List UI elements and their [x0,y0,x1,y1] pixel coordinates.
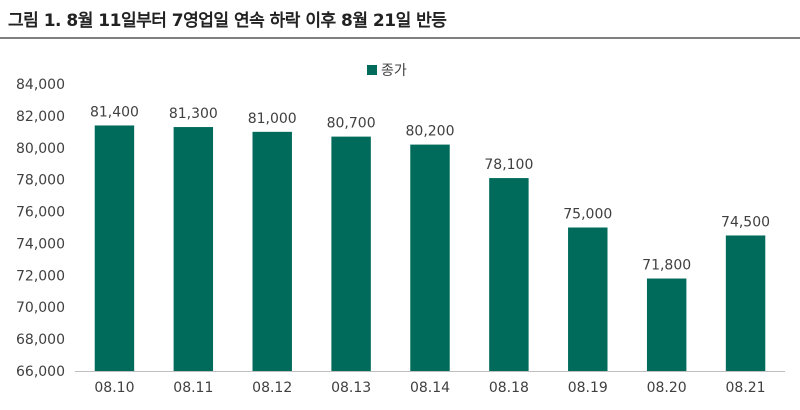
bar-08.13 [331,136,371,371]
x-axis-ticks: 08.10 08.11 08.12 08.13 08.14 08.18 08.19 08.20… [94,380,765,396]
bar-08.18 [489,178,529,371]
y-tick-label: 82,000 [16,109,65,125]
y-tick-label: 70,000 [16,300,65,316]
data-labels: 81,400 81,300 81,000 80,700 80,200 78,100 75,0… [90,104,770,273]
data-label: 80,200 [406,124,455,140]
data-label: 81,400 [90,104,139,120]
figure-title: 그림 1. 8월 11일부터 7영업일 연속 하락 이후 8월 21일 반등 [8,11,447,31]
x-tick-label: 08.13 [331,380,371,396]
legend: 종가 [367,63,407,79]
data-label: 71,800 [642,258,691,274]
bar-08.10 [94,125,135,371]
data-label: 75,000 [563,207,612,223]
y-axis-ticks: 66,000 68,000 70,000 72,000 74,000 76,000 78,0… [16,77,65,380]
y-tick-label: 74,000 [16,236,65,252]
y-tick-label: 72,000 [16,268,65,284]
y-tick-label: 80,000 [16,141,65,157]
legend-label: 종가 [381,63,407,79]
title-divider [0,37,800,39]
y-tick-label: 78,000 [16,173,65,189]
data-label: 80,700 [327,116,376,132]
x-tick-label: 08.11 [173,380,213,396]
legend-swatch [367,65,377,75]
bar-08.21 [725,235,766,371]
y-tick-label: 66,000 [16,364,65,380]
x-tick-label: 08.20 [647,380,687,396]
x-tick-label: 08.14 [410,380,450,396]
y-tick-label: 76,000 [16,205,65,221]
bar-08.12 [252,131,292,371]
data-label: 74,500 [721,214,770,230]
bar-08.14 [410,144,450,371]
y-tick-label: 68,000 [16,332,65,348]
bar-08.11 [173,127,214,371]
x-tick-label: 08.19 [568,380,608,396]
bar-08.19 [568,227,608,371]
x-tick-label: 08.10 [94,380,134,396]
y-tick-label: 84,000 [16,77,65,93]
x-tick-label: 08.12 [252,380,292,396]
bars [94,125,766,371]
data-label: 78,100 [484,157,533,173]
data-label: 81,000 [248,111,297,127]
bar-08.20 [646,278,687,371]
x-tick-label: 08.18 [489,380,529,396]
x-tick-label: 08.21 [726,380,766,396]
data-label: 81,300 [169,106,218,122]
